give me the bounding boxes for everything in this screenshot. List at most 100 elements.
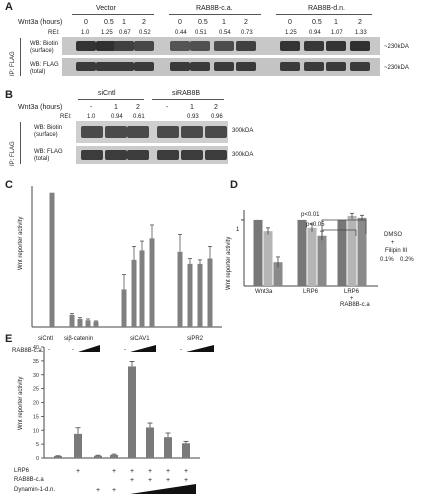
y-tick-label: 10: [33, 428, 39, 434]
bar: [197, 263, 203, 327]
panel-b-label: B: [5, 89, 13, 101]
bar: [128, 366, 136, 458]
blot-band: [181, 126, 203, 138]
group-label-plus: +: [350, 296, 354, 302]
time-label: 0: [178, 19, 182, 26]
row-dash: -: [180, 347, 182, 353]
blot-band: [205, 126, 227, 138]
wb-flag-label: WB: FLAG: [34, 149, 63, 155]
rei-label: REI:: [48, 30, 60, 36]
bar: [263, 231, 273, 286]
bar: [207, 258, 213, 327]
rei-value: 0.93: [187, 114, 199, 120]
rei-value: 0.67: [119, 30, 131, 36]
condition-plus: +: [96, 487, 101, 494]
bar: [110, 454, 118, 458]
y-tick-label: 25: [33, 387, 39, 393]
bar: [85, 320, 91, 327]
time-label: 1: [114, 104, 118, 111]
blot-band: [157, 126, 179, 138]
legend-filipin: Filipin III: [385, 248, 408, 254]
blot-band: [190, 62, 210, 71]
group-label-wnt3a: Wnt3a: [255, 289, 273, 295]
blot-band: [304, 41, 324, 51]
time-label: 1: [334, 19, 338, 26]
y-tick-label: 30: [33, 373, 39, 379]
panel-a-label: A: [5, 1, 13, 13]
bar: [49, 192, 55, 327]
rei-value: 0.52: [139, 30, 151, 36]
legend-conc-1: 0.1%: [380, 257, 394, 263]
dose-wedge: [78, 345, 100, 352]
bar: [273, 262, 283, 286]
divider: [20, 122, 21, 164]
blot-band: [105, 150, 127, 160]
row-dash: -: [72, 347, 74, 353]
rei-value: 1.0: [81, 30, 90, 36]
condition-plus: +: [130, 477, 135, 484]
blot-band: [236, 41, 256, 51]
blot-band: [127, 126, 149, 138]
blot-band: [96, 41, 116, 51]
y-tick-label: 35: [33, 359, 39, 365]
condition-plus: +: [148, 468, 153, 475]
divider: [169, 14, 261, 15]
condition-plus: +: [112, 487, 117, 494]
blot-band: [214, 41, 234, 51]
bar: [164, 437, 172, 458]
bar: [94, 455, 102, 458]
blot-band: [76, 41, 96, 51]
blot-band: [205, 150, 227, 160]
rei-value: 0.94: [111, 114, 123, 120]
pvalue-label: p<0.05: [306, 222, 325, 228]
condition-plus: +: [184, 477, 189, 484]
group-label-rab8b: RAB8B-c.a: [340, 302, 370, 308]
row-label-rab8b: RAB8B-c.a: [14, 477, 44, 483]
blot-band: [170, 62, 190, 71]
panel-d-label: D: [230, 179, 238, 191]
blot-band: [304, 62, 324, 71]
bar: [139, 250, 145, 327]
bar: [54, 456, 62, 458]
mw-label: 300kDA: [232, 128, 254, 134]
legend-dmso: DMSO: [384, 232, 402, 238]
rei-value: 0.94: [309, 30, 321, 36]
time-label: 2: [214, 104, 218, 111]
significance-bracket: [321, 219, 367, 234]
panel-c-label: C: [5, 179, 13, 191]
bar: [149, 238, 155, 327]
time-label: 0.5: [312, 19, 322, 26]
bar: [74, 433, 82, 458]
divider: [20, 38, 21, 76]
wnt-label: Wnt3a (hours): [18, 19, 63, 26]
condition-plus: +: [148, 477, 153, 484]
row-dash: -: [48, 347, 50, 353]
time-label: 0.5: [104, 19, 114, 26]
blot-band: [326, 41, 346, 51]
blot-band: [350, 41, 370, 51]
time-label: 1: [122, 19, 126, 26]
bar: [317, 235, 327, 286]
time-label: 2: [142, 19, 146, 26]
bar: [347, 215, 357, 286]
bar: [131, 259, 137, 327]
group-vector: Vector: [96, 5, 116, 12]
rei-label: REI:: [60, 114, 72, 120]
blot-band: [134, 41, 154, 51]
y-tick-label: 0: [36, 456, 39, 462]
time-label: 2: [136, 104, 140, 111]
wnt-label: Wnt3a (hours): [18, 104, 63, 111]
blot-band: [214, 62, 234, 71]
blot-band: [96, 62, 116, 71]
time-label: 1: [222, 19, 226, 26]
bar: [69, 314, 75, 327]
group-rab8b-ca: RAB8B-c.a.: [196, 5, 233, 12]
rei-value: 0.51: [195, 30, 207, 36]
time-label: 0: [288, 19, 292, 26]
wb-biotin-label: WB: Biotin: [34, 125, 63, 131]
wb-biotin-label: WB: Biotin: [30, 41, 59, 47]
condition-plus: +: [166, 468, 171, 475]
